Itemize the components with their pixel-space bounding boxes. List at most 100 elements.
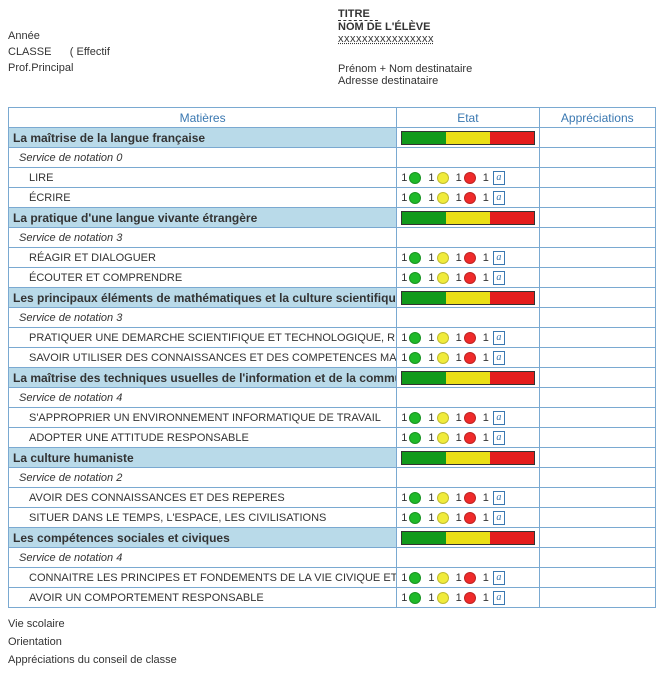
dot-row: 1 1 1 1a: [401, 331, 534, 345]
service-label: Service de notation 3: [9, 228, 397, 248]
dot-red-value: 1: [456, 272, 462, 284]
item-appreciation[interactable]: [539, 508, 655, 528]
service-appreciation: [539, 148, 655, 168]
nom-label: NOM DE L'ÉLÈVE: [338, 21, 656, 33]
item-appreciation[interactable]: [539, 488, 655, 508]
item-label: S'APPROPRIER UN ENVIRONNEMENT INFORMATIQ…: [9, 408, 397, 428]
dot-red-icon: [464, 572, 476, 584]
dot-yellow-value: 1: [428, 432, 434, 444]
dot-green-value: 1: [401, 272, 407, 284]
category-state: [397, 368, 539, 388]
dot-row: 1 1 1 1a: [401, 491, 534, 505]
state-bar: [401, 131, 534, 145]
dot-yellow-value: 1: [428, 272, 434, 284]
category-state: [397, 208, 539, 228]
dot-green-value: 1: [401, 512, 407, 524]
dot-red-value: 1: [456, 592, 462, 604]
dest-adr: Adresse destinataire: [338, 75, 656, 87]
dot-green-icon: [409, 492, 421, 504]
item-appreciation[interactable]: [539, 588, 655, 608]
item-label: ÉCRIRE: [9, 188, 397, 208]
appreciation-icon[interactable]: a: [493, 511, 505, 525]
dot-red-value: 1: [456, 512, 462, 524]
dot-row: 1 1 1 1a: [401, 251, 534, 265]
item-appreciation[interactable]: [539, 348, 655, 368]
appreciation-icon[interactable]: a: [493, 191, 505, 205]
dot-yellow-value: 1: [428, 592, 434, 604]
dot-yellow-icon: [437, 192, 449, 204]
dot-green-value: 1: [401, 252, 407, 264]
dot-yellow-value: 1: [428, 192, 434, 204]
dot-red-icon: [464, 252, 476, 264]
item-state: 1 1 1 1a: [397, 588, 539, 608]
dot-yellow-value: 1: [428, 492, 434, 504]
dot-extra-value: 1: [483, 352, 489, 364]
bar-yellow-segment: [446, 292, 490, 304]
annee-label: Année: [8, 30, 338, 42]
category-state: [397, 288, 539, 308]
dot-red-value: 1: [456, 572, 462, 584]
item-appreciation[interactable]: [539, 188, 655, 208]
appreciation-icon[interactable]: a: [493, 491, 505, 505]
item-appreciation[interactable]: [539, 268, 655, 288]
dot-yellow-icon: [437, 592, 449, 604]
dot-yellow-icon: [437, 252, 449, 264]
dot-red-value: 1: [456, 172, 462, 184]
appreciation-icon[interactable]: a: [493, 171, 505, 185]
state-bar: [401, 291, 534, 305]
item-label: SAVOIR UTILISER DES CONNAISSANCES ET DES…: [9, 348, 397, 368]
appreciation-icon[interactable]: a: [493, 431, 505, 445]
appreciation-icon[interactable]: a: [493, 351, 505, 365]
category-title: Les compétences sociales et civiques: [9, 528, 397, 548]
appreciation-icon[interactable]: a: [493, 271, 505, 285]
dot-yellow-icon: [437, 352, 449, 364]
dot-yellow-value: 1: [428, 352, 434, 364]
service-state: [397, 548, 539, 568]
appreciation-icon[interactable]: a: [493, 571, 505, 585]
dot-extra-value: 1: [483, 572, 489, 584]
classe-line: CLASSE ( Effectif: [8, 46, 338, 58]
dot-row: 1 1 1 1a: [401, 171, 534, 185]
item-state: 1 1 1 1a: [397, 508, 539, 528]
dot-extra-value: 1: [483, 172, 489, 184]
category-appreciation: [539, 288, 655, 308]
dot-green-icon: [409, 572, 421, 584]
category-appreciation: [539, 448, 655, 468]
appreciation-icon[interactable]: a: [493, 591, 505, 605]
category-title: La maîtrise de la langue française: [9, 128, 397, 148]
state-bar: [401, 451, 534, 465]
nom-placeholder: xxxxxxxxxxxxxxxx: [338, 33, 656, 45]
item-appreciation[interactable]: [539, 168, 655, 188]
dot-green-value: 1: [401, 332, 407, 344]
state-bar: [401, 211, 534, 225]
dot-yellow-value: 1: [428, 572, 434, 584]
col-matieres: Matières: [9, 108, 397, 128]
dot-red-icon: [464, 512, 476, 524]
item-appreciation[interactable]: [539, 408, 655, 428]
service-state: [397, 228, 539, 248]
dot-extra-value: 1: [483, 432, 489, 444]
dot-extra-value: 1: [483, 272, 489, 284]
item-state: 1 1 1 1a: [397, 428, 539, 448]
dot-yellow-icon: [437, 412, 449, 424]
state-bar: [401, 371, 534, 385]
appreciation-icon[interactable]: a: [493, 411, 505, 425]
dot-red-value: 1: [456, 432, 462, 444]
dot-row: 1 1 1 1a: [401, 351, 534, 365]
item-label: CONNAITRE LES PRINCIPES ET FONDEMENTS DE…: [9, 568, 397, 588]
appreciation-icon[interactable]: a: [493, 331, 505, 345]
bar-green-segment: [402, 292, 446, 304]
item-appreciation[interactable]: [539, 248, 655, 268]
dest-nom: Prénom + Nom destinataire: [338, 63, 656, 75]
bar-yellow-segment: [446, 132, 490, 144]
item-appreciation[interactable]: [539, 428, 655, 448]
appreciation-icon[interactable]: a: [493, 251, 505, 265]
dot-green-icon: [409, 252, 421, 264]
item-state: 1 1 1 1a: [397, 168, 539, 188]
item-label: SITUER DANS LE TEMPS, L'ESPACE, LES CIVI…: [9, 508, 397, 528]
dot-yellow-value: 1: [428, 412, 434, 424]
item-appreciation[interactable]: [539, 568, 655, 588]
col-appreciations: Appréciations: [539, 108, 655, 128]
service-state: [397, 308, 539, 328]
item-appreciation[interactable]: [539, 328, 655, 348]
